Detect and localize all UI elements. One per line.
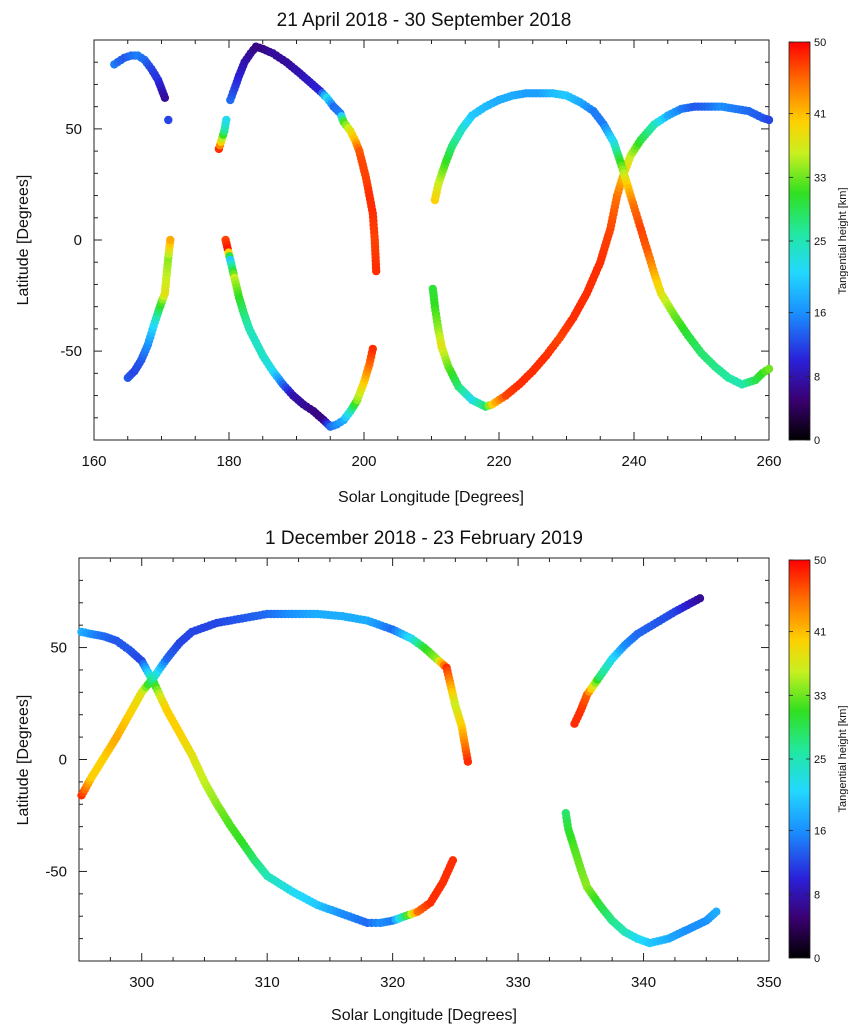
y-tick-label: 0	[59, 752, 67, 769]
y-tick-label: -50	[60, 343, 82, 360]
x-tick-label: 200	[351, 453, 376, 470]
x-tick-label: 220	[486, 453, 511, 470]
data-point	[764, 364, 774, 374]
x-tick-group: 300 310 320 330 340 350	[78, 558, 782, 991]
colorbar-tick-label: 50	[814, 37, 826, 49]
y-axis-label: Latitude [Degrees]	[15, 695, 32, 826]
y-tick-group: -50 0 50	[60, 61, 769, 419]
data-point	[372, 266, 381, 276]
y-tick-label: 50	[65, 121, 82, 138]
colorbar-tick-label: 16	[814, 826, 826, 838]
colorbar-label: Tangential height [km]	[837, 187, 848, 294]
colorbar-tick-label: 25	[814, 754, 826, 766]
data-point	[448, 856, 458, 865]
y-tick-label: 0	[74, 232, 82, 249]
colorbar-tick-label: 41	[814, 109, 826, 121]
x-tick-label: 300	[129, 974, 154, 991]
colorbar-tick-label: 8	[814, 889, 820, 901]
y-tick-group: -50 0 50	[45, 579, 769, 940]
data-point	[166, 235, 175, 245]
x-tick-label: 160	[81, 453, 106, 470]
x-tick-label: 340	[631, 974, 656, 991]
y-axis-label: Latitude [Degrees]	[15, 175, 32, 306]
y-tick-label: 50	[50, 640, 67, 657]
colorbar-tick-label: 0	[814, 953, 820, 965]
colorbar-tick-group: 0 8 16 25 33 41 50	[789, 555, 826, 965]
colorbar-tick-group: 0 8 16 25 33 41 50	[789, 37, 826, 447]
chart-panel-1: 21 April 2018 - 30 September 2018 160 180…	[15, 10, 848, 506]
colorbar-tick-label: 0	[814, 435, 820, 447]
x-tick-label: 330	[506, 974, 531, 991]
data-points	[110, 42, 774, 431]
data-point	[368, 344, 377, 354]
colorbar-tick-label: 33	[814, 690, 826, 702]
chart-title: 1 December 2018 - 23 February 2019	[265, 528, 583, 549]
x-tick-label: 260	[756, 453, 781, 470]
data-point	[160, 93, 170, 103]
colorbar-tick-label: 50	[814, 555, 826, 567]
x-tick-label: 180	[216, 453, 241, 470]
colorbar-tick-label: 33	[814, 172, 826, 184]
chart-panel-2: 1 December 2018 - 23 February 2019 300 31…	[15, 528, 848, 1024]
x-tick-label: 310	[255, 974, 280, 991]
data-point	[222, 115, 231, 125]
x-tick-label: 320	[380, 974, 405, 991]
y-tick-label: -50	[45, 863, 67, 880]
colorbar-label: Tangential height [km]	[837, 705, 848, 812]
x-axis-label: Solar Longitude [Degrees]	[338, 489, 524, 506]
chart-title: 21 April 2018 - 30 September 2018	[277, 10, 572, 31]
x-tick-label: 350	[756, 974, 781, 991]
x-axis-label: Solar Longitude [Degrees]	[331, 1007, 517, 1024]
plot-frame	[93, 39, 770, 441]
colorbar-tick-label: 41	[814, 627, 826, 639]
data-points	[77, 594, 721, 948]
x-tick-group: 160 180 200 220 240 260	[81, 40, 782, 470]
colorbar-tick-label: 8	[814, 371, 820, 383]
data-point	[695, 594, 705, 603]
data-point	[463, 757, 473, 766]
data-point	[764, 115, 774, 125]
x-tick-label: 240	[621, 453, 646, 470]
data-point	[712, 907, 721, 916]
colorbar-tick-label: 16	[814, 308, 826, 320]
colorbar-tick-label: 25	[814, 236, 826, 248]
data-point	[164, 115, 173, 125]
